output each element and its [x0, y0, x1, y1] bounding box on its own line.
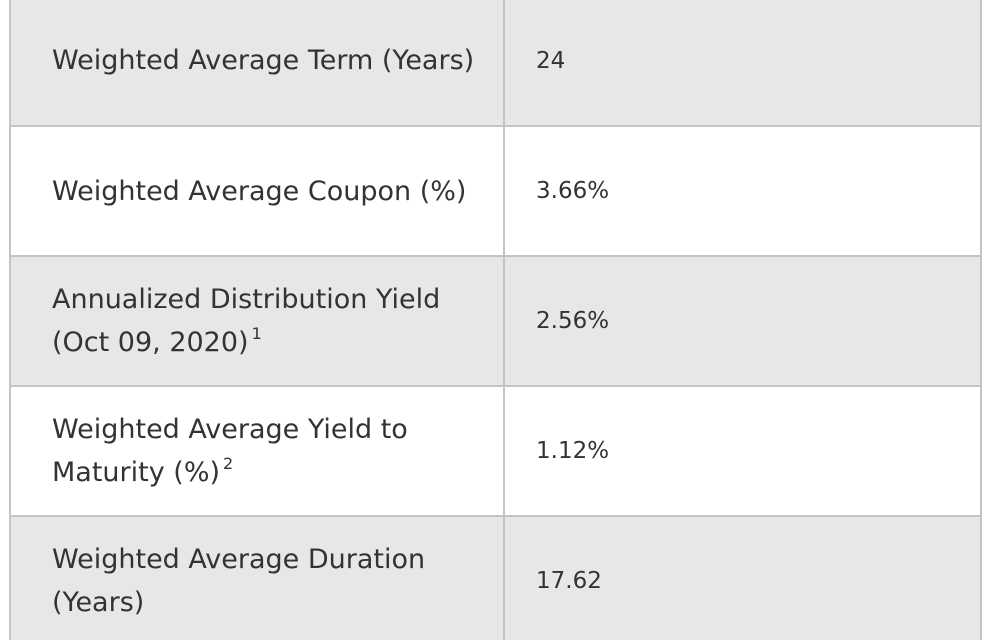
table-row: Weighted Average Coupon (%) 3.66% — [9, 125, 982, 257]
row-label-text: Weighted Average Coupon (%) — [52, 175, 467, 207]
row-value: 2.56% — [503, 255, 982, 387]
characteristics-table: Weighted Average Term (Years) 24 Weighte… — [9, 0, 982, 640]
table-row: Annualized Distribution Yield (Oct 09, 2… — [9, 255, 982, 387]
footnote-marker: 2 — [223, 454, 234, 473]
row-value: 24 — [503, 0, 982, 127]
row-value: 3.66% — [503, 125, 982, 257]
row-label: Weighted Average Yield to Maturity (%) 2 — [9, 385, 505, 517]
row-label: Weighted Average Term (Years) — [9, 0, 505, 127]
table-row: Weighted Average Yield to Maturity (%) 2 … — [9, 385, 982, 517]
row-value: 1.12% — [503, 385, 982, 517]
row-label: Weighted Average Coupon (%) — [9, 125, 505, 257]
row-label: Annualized Distribution Yield (Oct 09, 2… — [9, 255, 505, 387]
footnote-marker: 1 — [251, 324, 262, 343]
table-row: Weighted Average Term (Years) 24 — [9, 0, 982, 127]
row-value: 17.62 — [503, 515, 982, 640]
row-label-text: Annualized Distribution Yield (Oct 09, 2… — [52, 284, 441, 358]
row-label-text: Weighted Average Term (Years) — [52, 45, 475, 76]
table-row: Weighted Average Duration (Years) 17.62 — [9, 515, 982, 640]
row-label-text: Weighted Average Yield to Maturity (%) — [52, 414, 408, 488]
row-label-text: Weighted Average Duration (Years) — [52, 544, 426, 618]
row-label: Weighted Average Duration (Years) — [9, 515, 505, 640]
